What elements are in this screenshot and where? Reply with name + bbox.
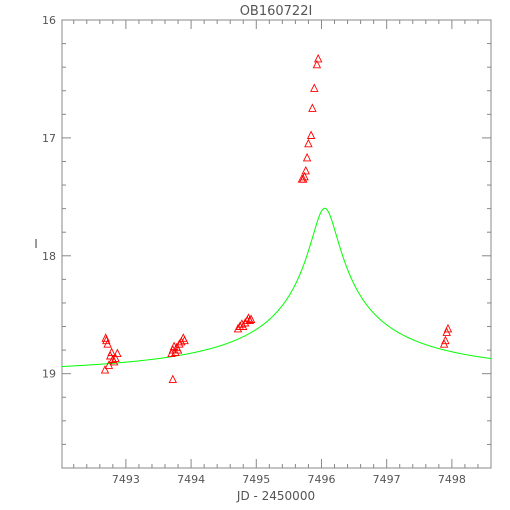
data-point	[180, 335, 189, 345]
model-curve-group	[61, 207, 492, 368]
data-point	[441, 335, 450, 345]
data-point	[103, 339, 112, 348]
data-point	[168, 374, 178, 384]
y-tick-label: 18	[42, 250, 56, 263]
data-point	[246, 314, 256, 323]
data-point	[100, 365, 110, 374]
x-axis-label: JD - 2450000	[236, 489, 315, 503]
y-tick-label: 17	[42, 132, 56, 145]
y-tick-label: 16	[42, 14, 56, 27]
plot-frame	[61, 19, 492, 469]
data-point	[310, 83, 319, 92]
data-point	[302, 152, 312, 162]
data-point	[313, 53, 323, 63]
data-point	[111, 353, 120, 362]
data-points	[100, 53, 453, 384]
data-point	[308, 103, 317, 112]
chart-title: OB160722I	[240, 4, 313, 19]
model-curve	[61, 207, 492, 368]
data-point	[312, 59, 322, 69]
x-tick-label: 7498	[438, 473, 466, 486]
data-point	[301, 165, 311, 175]
x-tick-label: 7497	[373, 473, 401, 486]
x-axis: 7493 7494 7495 7496 7497 7498	[73, 20, 492, 486]
data-point	[171, 347, 180, 356]
data-point	[245, 315, 255, 325]
x-tick-label: 7496	[307, 473, 335, 486]
data-point	[306, 130, 316, 139]
data-point	[443, 323, 453, 333]
data-point	[300, 171, 309, 181]
x-tick-label: 7493	[112, 473, 140, 486]
x-tick-label: 7494	[177, 473, 205, 486]
y-tick-label: 19	[42, 368, 56, 381]
data-point	[304, 138, 313, 148]
data-point	[107, 347, 116, 356]
x-tick-label: 7495	[242, 473, 270, 486]
data-point	[101, 333, 110, 342]
data-point	[173, 345, 183, 354]
y-axis-label: I	[34, 237, 38, 251]
y-axis: 16 17 18 19	[42, 14, 491, 469]
data-point	[113, 348, 122, 358]
